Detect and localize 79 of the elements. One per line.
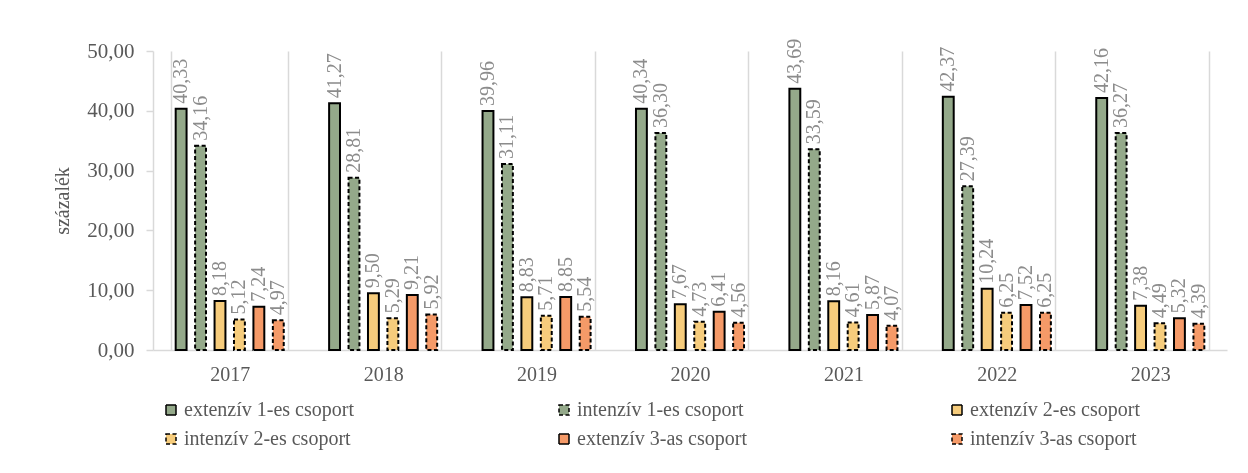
bar xyxy=(673,303,687,351)
data-label: 43,69 xyxy=(782,38,805,84)
bar xyxy=(213,300,227,351)
bar xyxy=(1039,311,1052,351)
bar xyxy=(807,148,821,351)
bar xyxy=(827,300,841,351)
data-label: 31,11 xyxy=(495,114,518,159)
bar xyxy=(634,107,648,351)
x-tick-label: 2019 xyxy=(517,362,558,385)
bar xyxy=(386,317,400,351)
bar xyxy=(732,321,746,351)
data-label: 42,37 xyxy=(936,46,959,92)
data-label: 8,83 xyxy=(514,257,537,293)
bar xyxy=(425,313,439,351)
y-tick-label: 20,00 xyxy=(87,217,135,242)
data-label: 7,38 xyxy=(1128,265,1151,301)
bar xyxy=(347,176,361,351)
data-label: 33,59 xyxy=(802,99,825,145)
legend-label: intenzív 1-es csoport xyxy=(577,398,745,421)
bar xyxy=(328,102,341,351)
x-tick-label: 2017 xyxy=(210,362,251,385)
bar xyxy=(559,296,573,351)
bar xyxy=(846,321,860,351)
bar xyxy=(405,293,419,351)
x-tick-label: 2018 xyxy=(363,362,404,385)
y-tick-label: 10,00 xyxy=(87,277,135,302)
y-tick-label: 50,00 xyxy=(87,38,135,63)
bar xyxy=(654,131,668,351)
bar xyxy=(885,324,899,351)
data-label: 9,21 xyxy=(400,254,423,290)
bar xyxy=(539,314,553,351)
bar xyxy=(1095,96,1109,351)
y-tick-label: 0,00 xyxy=(97,337,135,362)
legend-label: extenzív 3-as csoport xyxy=(577,427,748,450)
bar xyxy=(1000,311,1014,351)
y-tick-label: 30,00 xyxy=(87,158,135,183)
bar xyxy=(271,319,285,351)
bar xyxy=(961,185,975,351)
bar xyxy=(1192,322,1206,351)
data-label: 36,27 xyxy=(1109,83,1132,129)
bar xyxy=(788,87,802,351)
bar xyxy=(712,310,726,351)
bar xyxy=(693,320,707,351)
legend-label: intenzív 3-as csoport xyxy=(970,427,1138,450)
data-label: 8,16 xyxy=(821,261,844,297)
bar xyxy=(481,110,495,351)
legend-label: extenzív 2-es csoport xyxy=(970,398,1141,421)
legend-label: extenzív 1-es csoport xyxy=(184,398,355,421)
x-tick-label: 2023 xyxy=(1130,362,1171,385)
y-tick-label: 40,00 xyxy=(87,98,135,123)
bar xyxy=(1019,304,1033,351)
bar xyxy=(1173,317,1186,351)
bar xyxy=(194,144,207,351)
bar xyxy=(232,318,246,351)
bar xyxy=(366,292,380,351)
data-label: 42,16 xyxy=(1089,47,1112,93)
bar xyxy=(578,315,592,351)
data-label: 41,27 xyxy=(322,53,345,99)
legend-label: intenzív 2-es csoport xyxy=(184,427,352,450)
x-tick-label: 2020 xyxy=(670,362,711,385)
data-label: 4,61 xyxy=(841,282,864,318)
data-label: 8,18 xyxy=(208,261,230,297)
bar xyxy=(941,95,955,351)
bar xyxy=(252,305,266,351)
y-axis-title: százalék xyxy=(51,167,74,235)
bar xyxy=(866,313,880,351)
bar xyxy=(520,296,534,351)
bar xyxy=(1114,132,1128,351)
bar xyxy=(1134,304,1148,351)
data-label: 39,96 xyxy=(475,61,498,107)
bar xyxy=(1153,322,1167,351)
data-label: 7,24 xyxy=(246,266,269,302)
data-label: 28,81 xyxy=(341,127,364,173)
bar xyxy=(174,107,188,351)
bar xyxy=(500,162,514,351)
x-tick-label: 2021 xyxy=(823,362,864,385)
data-label: 27,39 xyxy=(955,136,978,182)
x-tick-label: 2022 xyxy=(977,362,1018,385)
bar xyxy=(980,287,994,351)
